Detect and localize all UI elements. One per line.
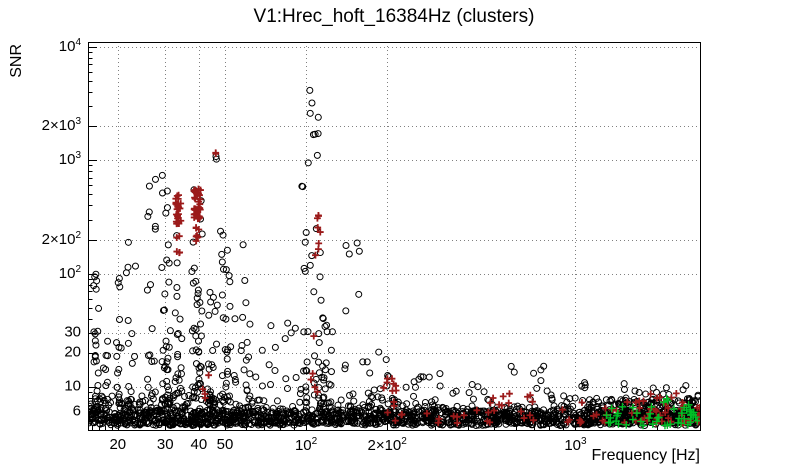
y-tick-label: 30: [64, 323, 81, 341]
x-tick-label: 20: [109, 436, 127, 453]
y-tick-label: 2×102: [41, 229, 81, 248]
y-tick-label: 6: [72, 403, 81, 421]
x-tick-label: 102: [294, 436, 318, 454]
y-tick-label: 20: [64, 343, 81, 361]
x-tick-label: 50: [216, 436, 234, 453]
x-tick-label: 2×102: [367, 436, 407, 454]
y-tick-label: 104: [58, 36, 81, 55]
y-tick-label: 10: [64, 377, 81, 395]
x-axis-label: Frequency [Hz]: [591, 447, 700, 464]
chart-title: V1:Hrec_hoft_16384Hz (clusters): [253, 6, 535, 27]
x-tick-label: 40: [190, 436, 208, 453]
y-axis-label: SNR: [8, 44, 25, 78]
y-tick-label: 102: [58, 263, 81, 282]
x-tick-label: 30: [156, 436, 174, 453]
y-tick-label: 103: [58, 150, 81, 169]
x-tick-label: 103: [564, 436, 587, 454]
y-tick-label: 2×103: [41, 116, 81, 135]
